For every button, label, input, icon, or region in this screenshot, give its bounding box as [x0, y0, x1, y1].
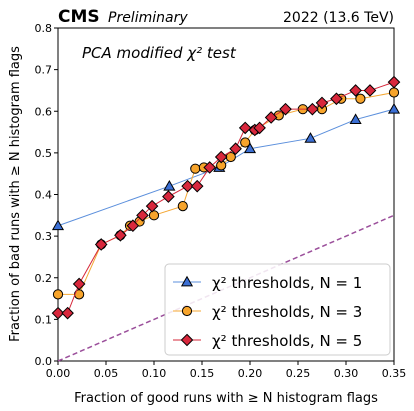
data-point [203, 161, 216, 174]
test-annotation: PCA modified χ² test [82, 44, 237, 62]
data-point [264, 111, 278, 124]
data-point [304, 132, 317, 143]
y-tick-label: 0.2 [35, 272, 53, 285]
legend-entry: χ² thresholds, N = 5 [173, 332, 362, 350]
data-point [355, 93, 366, 104]
x-tick-label: 0.10 [142, 367, 167, 380]
data-point [114, 228, 127, 242]
experiment-label: CMS [58, 7, 100, 27]
data-point [229, 142, 242, 156]
y-tick-label: 0.4 [35, 189, 53, 202]
legend: χ² thresholds, N = 1 χ² thresholds, N = 3… [164, 263, 391, 356]
data-point [190, 179, 204, 193]
data-point [190, 163, 201, 174]
data-point [52, 289, 64, 300]
data-point [243, 142, 257, 154]
data-point [181, 179, 194, 193]
data-point [51, 219, 65, 231]
data-point [279, 102, 292, 116]
x-tick-label: 0.20 [238, 367, 263, 380]
series-triangle [51, 102, 401, 231]
legend-marker [180, 275, 194, 287]
data-point [136, 209, 149, 222]
data-point [315, 96, 329, 110]
data-point [145, 199, 159, 213]
x-tick-label: 0.30 [334, 367, 359, 380]
legend-label: χ² thresholds, N = 5 [212, 332, 362, 350]
y-tick-label: 0.1 [35, 313, 53, 326]
y-tick-label: 0.8 [35, 22, 53, 35]
data-point [349, 113, 362, 124]
reference-line [57, 214, 395, 362]
data-point [240, 137, 251, 148]
y-tick-label: 0.3 [35, 230, 53, 243]
x-tick-label: 0.25 [286, 367, 311, 380]
x-tick-label: 0.00 [46, 367, 71, 380]
y-tick-label: 0.7 [35, 64, 53, 77]
status-label: Preliminary [108, 10, 188, 26]
data-point [363, 84, 377, 97]
data-point [177, 201, 188, 212]
y-tick-label: 0.5 [35, 147, 53, 160]
data-point [306, 102, 319, 116]
data-point [214, 150, 228, 164]
data-point [330, 92, 343, 106]
data-point [253, 121, 266, 135]
data-point [72, 277, 86, 291]
data-point [387, 75, 401, 89]
data-point [238, 121, 252, 135]
legend-label: χ² thresholds, N = 3 [212, 303, 362, 321]
data-point [148, 210, 160, 221]
x-axis-label: Fraction of good runs with ≥ N histogram… [74, 391, 378, 406]
data-point [163, 179, 176, 191]
legend-marker [181, 305, 193, 317]
data-point [162, 190, 175, 203]
data-point [126, 219, 140, 233]
series-diamond [51, 75, 401, 320]
legend-marker [180, 333, 194, 347]
legend-label: χ² thresholds, N = 1 [212, 274, 362, 292]
data-point [51, 306, 65, 320]
x-tick-label: 0.05 [94, 367, 119, 380]
y-axis-label: Fraction of bad runs with ≥ N histogram … [8, 46, 23, 342]
x-tick-label: 0.15 [190, 367, 215, 380]
data-point [387, 102, 401, 114]
x-tick-label: 0.35 [382, 367, 407, 380]
run-info-label: 2022 (13.6 TeV) [283, 10, 394, 26]
y-tick-label: 0.6 [35, 105, 53, 118]
legend-entry: χ² thresholds, N = 3 [173, 303, 362, 321]
y-tick-label: 0.0 [35, 355, 53, 368]
legend-entry: χ² thresholds, N = 1 [173, 274, 362, 292]
data-point [94, 238, 108, 251]
series-line [57, 108, 395, 227]
data-point [349, 84, 362, 97]
data-point [61, 306, 74, 320]
legend-box [164, 263, 391, 356]
data-point [388, 87, 400, 98]
